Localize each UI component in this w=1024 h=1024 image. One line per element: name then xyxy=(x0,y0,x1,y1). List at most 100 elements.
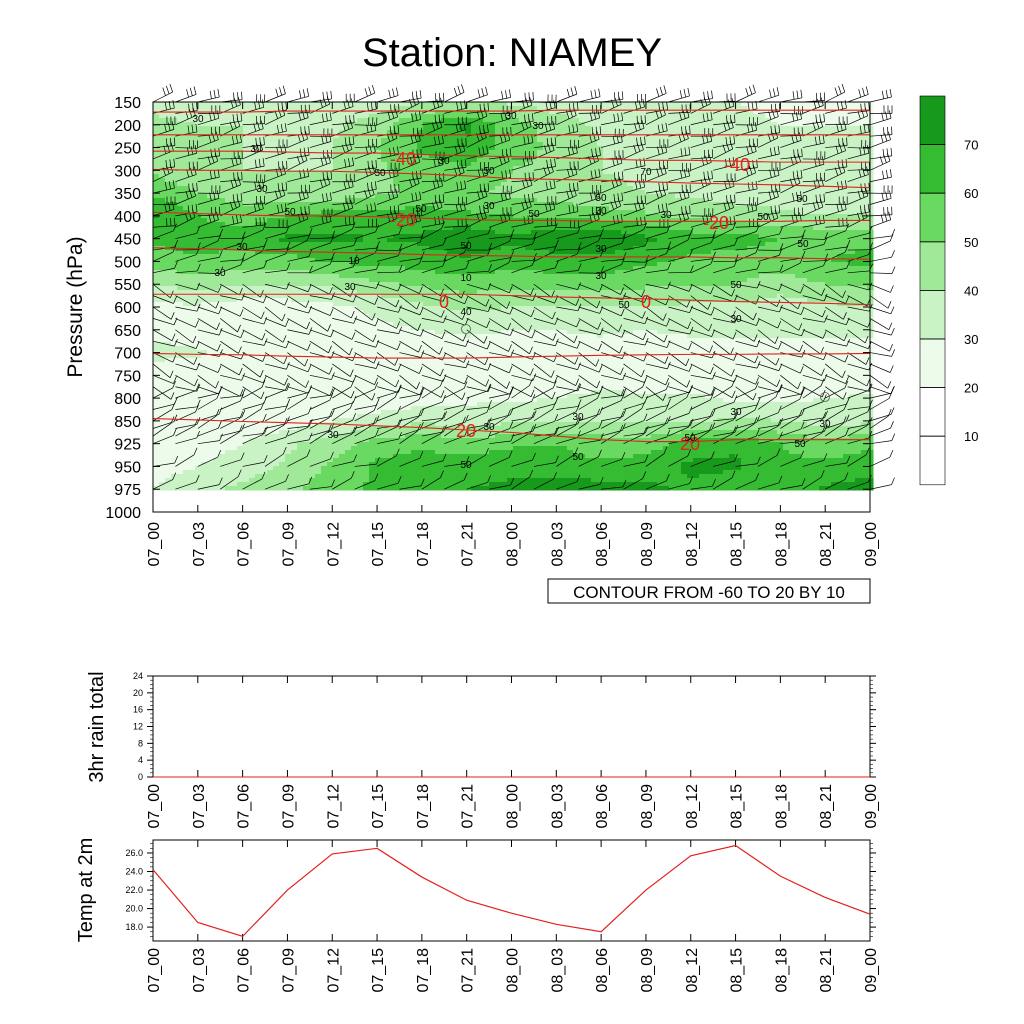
humidity-cell xyxy=(387,254,394,259)
humidity-cell xyxy=(573,142,580,147)
humidity-cell xyxy=(657,122,664,127)
humidity-cell xyxy=(237,186,244,191)
humidity-cell xyxy=(753,178,760,183)
humidity-cell xyxy=(357,166,364,171)
humidity-cell xyxy=(171,250,178,255)
humidity-cell xyxy=(183,254,190,259)
humidity-cell xyxy=(591,198,598,203)
humidity-cell xyxy=(357,234,364,239)
humidity-cell xyxy=(381,194,388,199)
humidity-cell xyxy=(225,258,232,263)
humidity-cell xyxy=(597,106,604,111)
humidity-cell xyxy=(327,210,334,215)
humidity-cell xyxy=(561,186,568,191)
humidity-cell xyxy=(429,178,436,183)
humidity-cell xyxy=(699,170,706,175)
humidity-cell xyxy=(567,158,574,163)
humidity-cell xyxy=(507,134,514,139)
humidity-cell xyxy=(447,210,454,215)
humidity-cell xyxy=(501,202,508,207)
humidity-cell xyxy=(561,130,568,135)
humidity-cell xyxy=(261,170,268,175)
humidity-cell xyxy=(219,142,226,147)
humidity-cell xyxy=(747,194,754,199)
humidity-cell xyxy=(441,170,448,175)
humidity-cell xyxy=(579,202,586,207)
humidity-cell xyxy=(813,122,820,127)
humidity-cell xyxy=(357,262,364,267)
humidity-cell xyxy=(339,186,346,191)
humidity-cell xyxy=(411,146,418,151)
humidity-cell xyxy=(483,122,490,127)
humidity-cell xyxy=(585,226,592,231)
humidity-cell xyxy=(255,174,262,179)
humidity-cell xyxy=(801,158,808,163)
humidity-cell xyxy=(309,126,316,131)
humidity-cell xyxy=(807,226,814,231)
humidity-cell xyxy=(285,258,292,263)
humidity-cell xyxy=(477,146,484,151)
humidity-cell xyxy=(567,146,574,151)
humidity-cell xyxy=(381,190,388,195)
humidity-cell xyxy=(603,242,610,247)
humidity-cell xyxy=(459,178,466,183)
humidity-cell xyxy=(843,110,850,115)
humidity-cell xyxy=(741,210,748,215)
humidity-cell xyxy=(693,190,700,195)
humidity-cell xyxy=(495,250,502,255)
humidity-cell xyxy=(573,118,580,123)
humidity-cell xyxy=(279,246,286,251)
humidity-cell xyxy=(627,134,634,139)
humidity-cell xyxy=(213,106,220,111)
humidity-cell xyxy=(759,110,766,115)
humidity-cell xyxy=(657,134,664,139)
humidity-cell xyxy=(567,246,574,251)
humidity-cell xyxy=(387,226,394,231)
humidity-cell xyxy=(801,170,808,175)
humidity-cell xyxy=(231,242,238,247)
humidity-cell xyxy=(345,178,352,183)
humidity-cell xyxy=(207,210,214,215)
humidity-cell xyxy=(219,234,226,239)
humidity-cell xyxy=(573,154,580,159)
humidity-cell xyxy=(717,214,724,219)
humidity-cell xyxy=(489,226,496,231)
humidity-cell xyxy=(699,150,706,155)
humidity-cell xyxy=(561,246,568,251)
humidity-cell xyxy=(297,234,304,239)
humidity-cell xyxy=(525,158,532,163)
humidity-cell xyxy=(405,122,412,127)
humidity-cell xyxy=(627,118,634,123)
humidity-cell xyxy=(171,130,178,135)
humidity-cell xyxy=(387,122,394,127)
humidity-cell xyxy=(645,206,652,211)
humidity-cell xyxy=(663,238,670,243)
humidity-cell xyxy=(855,134,862,139)
humidity-cell xyxy=(831,146,838,151)
humidity-cell xyxy=(573,126,580,131)
humidity-cell xyxy=(441,214,448,219)
humidity-cell xyxy=(237,210,244,215)
humidity-cell xyxy=(819,174,826,179)
humidity-cell xyxy=(861,102,868,107)
humidity-cell xyxy=(417,146,424,151)
humidity-cell xyxy=(507,226,514,231)
humidity-cell xyxy=(729,262,736,267)
humidity-cell xyxy=(675,138,682,143)
humidity-cell xyxy=(681,238,688,243)
humidity-cell xyxy=(183,230,190,235)
humidity-cell xyxy=(633,162,640,167)
humidity-cell xyxy=(807,154,814,159)
humidity-cell xyxy=(741,174,748,179)
humidity-cell xyxy=(621,222,628,227)
humidity-cell xyxy=(699,226,706,231)
humidity-cell xyxy=(843,214,850,219)
humidity-cell xyxy=(327,178,334,183)
humidity-cell xyxy=(189,178,196,183)
humidity-cell xyxy=(465,146,472,151)
humidity-cell xyxy=(225,118,232,123)
humidity-cell xyxy=(729,162,736,167)
humidity-cell xyxy=(249,146,256,151)
humidity-cell xyxy=(303,222,310,227)
humidity-cell xyxy=(153,162,160,167)
